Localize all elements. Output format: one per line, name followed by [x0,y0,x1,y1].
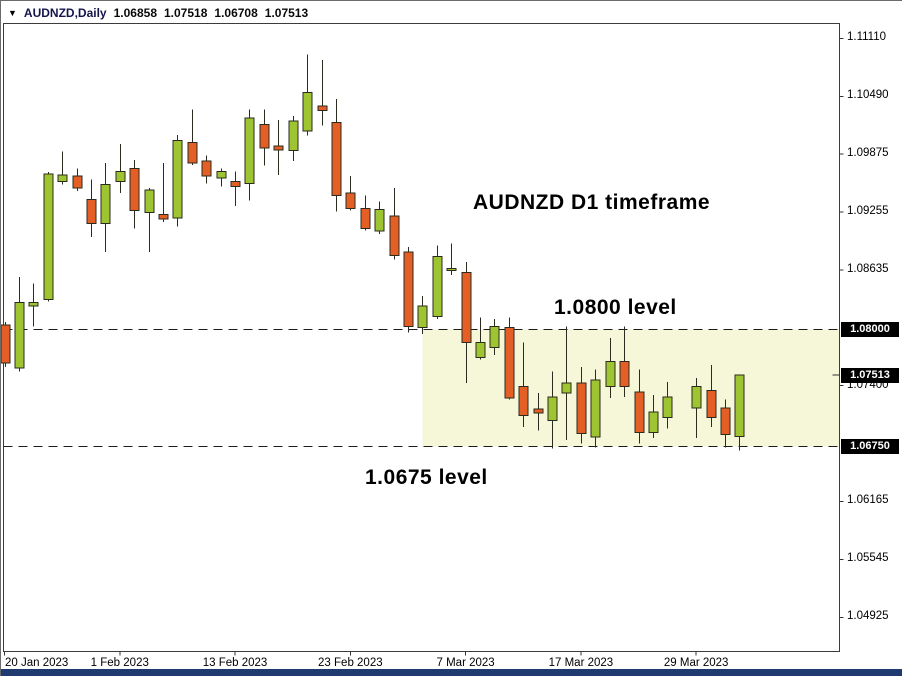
bear-candle [533,408,544,414]
bull-candle [417,305,428,329]
bull-candle [590,379,601,438]
bear-candle [504,327,515,399]
date-axis-label: 17 Mar 2023 [548,657,614,669]
bear-candle [403,251,414,328]
date-axis-label: 20 Jan 2023 [5,657,69,669]
date-axis-label: 29 Mar 2023 [663,657,729,669]
bear-candle [259,124,270,149]
bull-candle [144,189,155,213]
bull-candle [288,120,299,152]
bear-candle [706,389,717,418]
date-axis-label: 7 Mar 2023 [436,657,495,669]
bull-candle [216,170,227,179]
bull-candle [302,92,313,132]
ohlc-high: 1.07518 [164,6,208,20]
bear-candle [619,360,630,388]
bull-candle [43,173,54,301]
bear-candle [317,105,328,111]
ohlc-low: 1.06708 [214,6,258,20]
status-bar [1,669,902,676]
bear-candle [360,208,371,229]
consolidation-zone [422,329,840,447]
bull-candle [547,396,558,421]
bear-candle [1,324,11,364]
bear-candle [158,213,169,220]
price-tag: 1.08000 [841,321,899,337]
date-axis-label: 23 Feb 2023 [318,657,383,669]
bear-candle [230,181,241,187]
bear-candle [273,145,284,151]
bull-candle [100,183,111,225]
bear-candle [720,407,731,435]
bear-candle [576,382,587,434]
bull-candle [734,374,745,437]
text-annotation[interactable]: 1.0675 level [365,466,488,489]
date-axis-label: 1 Feb 2023 [90,657,149,669]
symbol-dropdown-icon[interactable]: ▼ [8,8,17,18]
bull-candle [14,301,25,369]
text-annotation[interactable]: 1.0800 level [554,296,677,319]
text-annotation[interactable]: AUDNZD D1 timeframe [473,191,711,214]
bull-candle [244,117,255,184]
bull-candle [374,209,385,232]
bear-candle [634,391,645,433]
price-tag: 1.06750 [841,439,899,454]
bull-candle [446,268,457,272]
bear-candle [72,175,83,189]
ohlc-open: 1.06858 [113,6,157,20]
bear-candle [129,167,140,212]
bear-candle [86,198,97,225]
chart-header: ▼ AUDNZD,Daily 1.06858 1.07518 1.06708 1… [8,4,308,22]
bull-candle [662,396,673,418]
bull-candle [475,342,486,359]
time-axis[interactable]: 20 Jan 2023 1 Feb 2023 13 Feb 2023 23 Feb 2… [1,657,902,673]
bear-candle [331,122,342,197]
bull-candle [648,411,659,433]
bull-candle [57,174,68,183]
bear-candle [201,160,212,177]
bear-candle [187,141,198,164]
bull-candle [28,301,39,307]
bear-candle [345,192,356,210]
bear-candle [461,271,472,344]
symbol-name: AUDNZD,Daily [23,6,107,20]
price-tag: 1.07513 [841,367,899,383]
bear-candle [389,215,400,257]
bull-candle [115,170,126,183]
date-axis-label: 13 Feb 2023 [202,657,268,669]
bull-candle [691,386,702,409]
bull-candle [172,139,183,219]
bull-candle [489,326,500,348]
bear-candle [518,386,529,417]
bull-candle [605,360,616,388]
bull-candle [432,255,443,317]
bull-candle [561,382,572,394]
ohlc-close: 1.07513 [264,6,309,20]
